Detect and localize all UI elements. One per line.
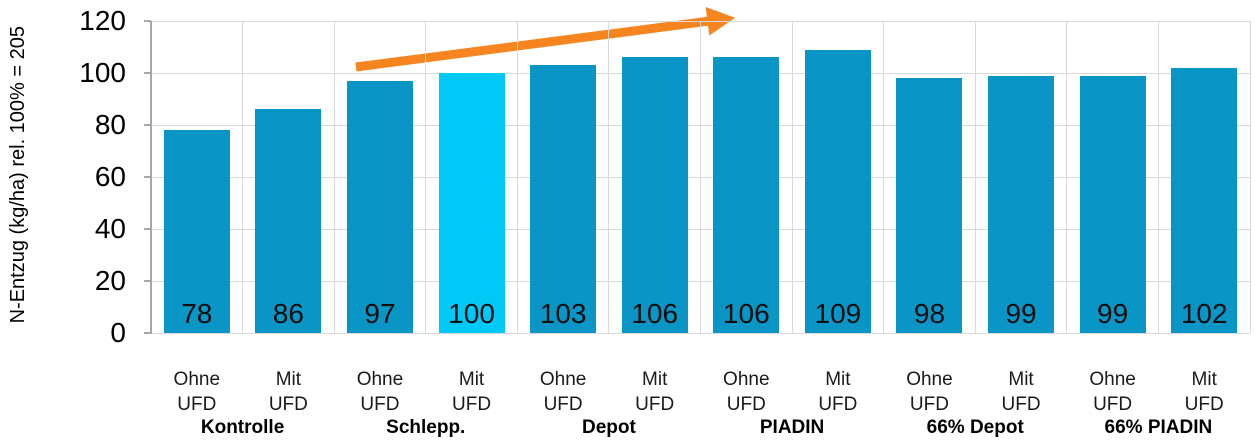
y-tick-mark xyxy=(144,124,151,126)
bar-value-label: 106 xyxy=(722,297,770,329)
bar-sublabel: Ohne UFD xyxy=(173,369,221,415)
group-label: Depot xyxy=(581,417,636,438)
x-gridline xyxy=(700,21,701,333)
bar-sublabel: Mit UFD xyxy=(1001,369,1041,415)
x-gridline xyxy=(883,21,885,333)
bar-value-label: 99 xyxy=(1005,297,1037,329)
y-tick-label: 0 xyxy=(110,317,126,348)
y-tick-label: 100 xyxy=(79,57,126,88)
y-tick-label: 60 xyxy=(94,161,126,192)
bar: 99 xyxy=(1079,75,1146,333)
y-gridline xyxy=(151,332,1250,334)
bar-value-label: 102 xyxy=(1180,297,1228,329)
bar-sublabel: Mit UFD xyxy=(1184,369,1224,415)
group-label: Kontrolle xyxy=(200,417,285,438)
bar-sublabel: Mit UFD xyxy=(268,369,308,415)
bar: 78 xyxy=(163,130,230,333)
y-tick-mark xyxy=(144,332,151,334)
bar-value-label: 98 xyxy=(913,297,946,329)
group-label: 66% PIADIN xyxy=(1104,417,1213,438)
group-label: 66% Depot xyxy=(926,417,1024,438)
bar: 99 xyxy=(988,75,1055,333)
group-label: Schlepp. xyxy=(386,417,466,438)
bar-sublabel: Ohne UFD xyxy=(723,369,770,415)
group-label: PIADIN xyxy=(759,417,825,438)
y-tick-mark xyxy=(144,20,151,22)
x-gridline xyxy=(791,21,793,333)
bar-value-label: 100 xyxy=(448,298,495,329)
bar: 106 xyxy=(713,57,780,333)
bar-sublabel: Mit UFD xyxy=(818,369,858,415)
bar-sublabel: Mit UFD xyxy=(452,369,492,415)
bar: 109 xyxy=(804,49,871,333)
y-axis-line xyxy=(150,21,152,334)
bar-value-label: 99 xyxy=(1097,297,1129,329)
y-tick-mark xyxy=(144,176,151,178)
bar: 98 xyxy=(896,78,963,333)
y-tick-label: 20 xyxy=(94,265,126,296)
x-gridline xyxy=(242,21,244,333)
bar: 103 xyxy=(530,65,597,333)
x-gridline xyxy=(1157,21,1159,333)
x-gridline xyxy=(1066,21,1068,333)
bar: 102 xyxy=(1171,67,1238,333)
bar-value-label: 106 xyxy=(631,297,679,329)
x-gridline xyxy=(974,21,976,333)
bar: 100 xyxy=(438,73,505,333)
bar-value-label: 103 xyxy=(539,297,587,329)
bar: 106 xyxy=(621,57,688,333)
y-tick-label: 120 xyxy=(79,5,126,36)
x-gridline xyxy=(1249,21,1251,333)
y-tick-mark xyxy=(144,228,151,230)
x-gridline xyxy=(333,21,335,333)
bar-sublabel: Ohne UFD xyxy=(356,369,404,415)
y-tick-label: 80 xyxy=(94,109,126,140)
bar-value-label: 97 xyxy=(364,297,396,329)
x-gridline xyxy=(425,21,427,333)
bar-sublabel: Ohne UFD xyxy=(906,369,953,415)
bar-sublabel: Ohne UFD xyxy=(1089,369,1136,415)
y-tick-mark xyxy=(144,280,151,282)
x-gridline xyxy=(516,21,518,333)
bar-value-label: 109 xyxy=(814,297,862,329)
y-tick-mark xyxy=(144,72,151,74)
bar-value-label: 86 xyxy=(272,297,304,329)
bar-sublabel: Mit UFD xyxy=(635,369,675,415)
bar-sublabel: Ohne UFD xyxy=(539,369,587,415)
y-tick-label: 40 xyxy=(94,213,126,244)
bar: 97 xyxy=(346,80,413,333)
x-gridline xyxy=(608,21,610,333)
bar: 86 xyxy=(255,109,322,333)
bar-value-label: 78 xyxy=(181,297,213,329)
